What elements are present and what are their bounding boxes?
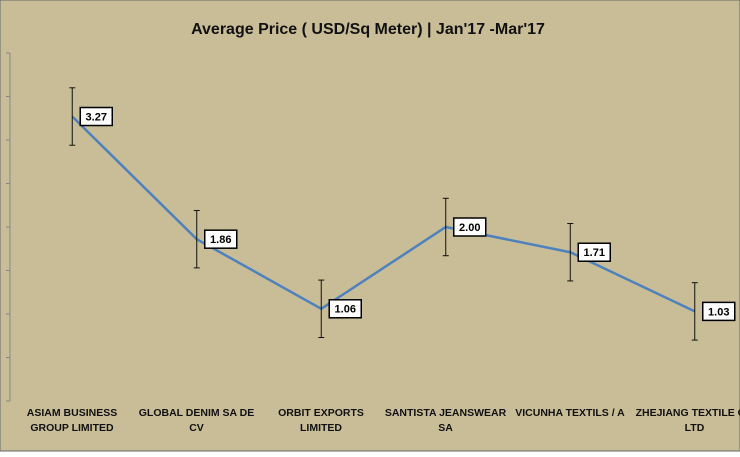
error-bar (567, 223, 574, 282)
data-label-box (702, 301, 736, 322)
data-label: 1.71 (584, 247, 605, 259)
x-tick-label: GLOBAL DENIM SA DE CV (138, 407, 255, 434)
data-label: 1.03 (708, 306, 729, 318)
data-label-box (328, 299, 362, 319)
x-tick-label: ORBIT EXPORTS LIMITED (278, 407, 364, 434)
chart-title: Average Price ( USD/Sq Meter) | Jan'17 -… (191, 21, 545, 38)
data-label-box (577, 242, 611, 262)
x-tick-label: SANTISTA JEANSWEAR SA (384, 407, 507, 434)
error-bar (318, 279, 325, 338)
x-tick-label: ASIAM BUSINESS GROUP LIMITED (26, 407, 118, 434)
error-bar (69, 87, 76, 146)
data-label-box (204, 229, 238, 249)
data-label: 1.86 (210, 234, 231, 246)
error-bar (442, 197, 449, 257)
data-label-box (79, 106, 113, 127)
error-bar (193, 209, 200, 269)
x-tick-label: ZHEJIANG TEXTILE CO LTD (635, 407, 740, 434)
x-tick-label: VICUNHA TEXTILS / A (515, 407, 625, 419)
line (71, 115, 696, 313)
data-label: 2.00 (459, 222, 480, 234)
data-label: 3.27 (86, 111, 107, 123)
data-label-box (453, 217, 487, 237)
error-bar (691, 282, 698, 341)
data-label: 1.06 (335, 304, 356, 316)
